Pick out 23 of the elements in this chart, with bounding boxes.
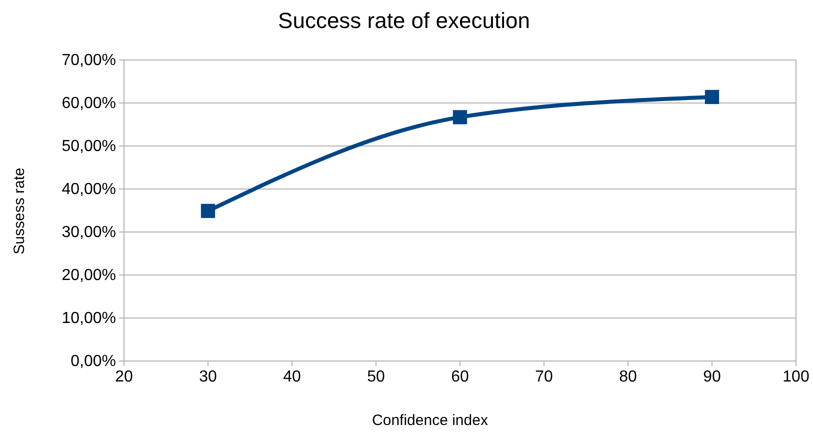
y-tick-label: 70,00% (62, 52, 116, 70)
point (452, 110, 468, 124)
x-tick-label: 60 (451, 368, 469, 386)
x-tick-label: 30 (199, 368, 217, 386)
y-tick-label: 60,00% (62, 95, 116, 112)
y-tick-label: 10,00% (62, 310, 116, 328)
chart-title: Success rate of execution (278, 8, 530, 33)
y-tick-label: 0,00% (70, 353, 116, 370)
x-axis-title: Confidence index (372, 412, 488, 429)
y-tick-label: 20,00% (62, 267, 116, 284)
point (200, 204, 216, 218)
x-tick-label: 90 (703, 368, 721, 386)
x-tick-label: 20 (115, 368, 133, 386)
x-tick-label: 50 (367, 368, 385, 386)
x-tick-label: 70 (535, 368, 553, 386)
point (704, 90, 720, 104)
y-tick-label: 30,00% (62, 224, 116, 242)
x-tick-label: 100 (782, 368, 810, 386)
x-tick-label: 40 (283, 368, 301, 386)
x-tick-label: 80 (619, 368, 637, 386)
y-tick-label: 50,00% (62, 138, 116, 156)
y-axis-title: Sussess rate (11, 168, 28, 254)
y-tick-label: 40,00% (62, 181, 116, 198)
